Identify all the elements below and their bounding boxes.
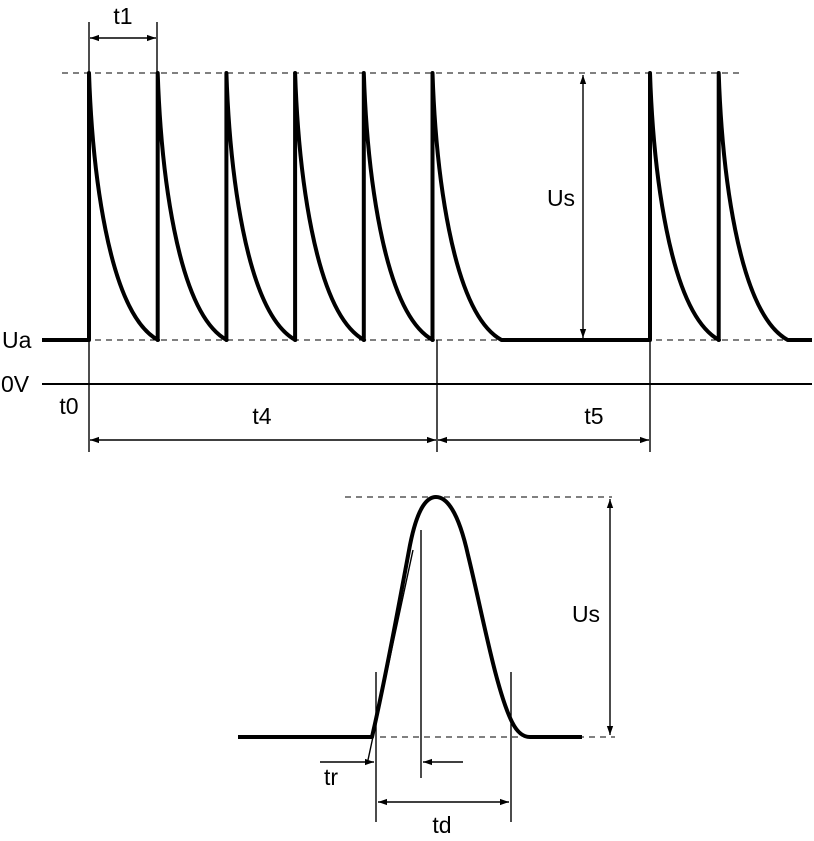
ua-label: Ua xyxy=(2,327,32,353)
tr-label: tr xyxy=(324,764,338,790)
burst-diagram: t1 Us Ua 0V t0 t4 t5 xyxy=(1,3,812,452)
td-label: td xyxy=(432,812,451,838)
pulse-burst-waveform xyxy=(42,71,812,342)
zero-volt-label: 0V xyxy=(1,371,30,397)
rise-slope-guide xyxy=(367,549,414,761)
us-label-bottom: Us xyxy=(572,601,600,627)
single-pulse-waveform xyxy=(238,495,582,739)
us-label-top: Us xyxy=(547,185,575,211)
t1-label: t1 xyxy=(113,3,132,29)
single-pulse-diagram: Us tr td xyxy=(238,495,615,838)
t4-label: t4 xyxy=(252,403,271,429)
t5-label: t5 xyxy=(584,403,603,429)
t0-label: t0 xyxy=(59,393,78,419)
